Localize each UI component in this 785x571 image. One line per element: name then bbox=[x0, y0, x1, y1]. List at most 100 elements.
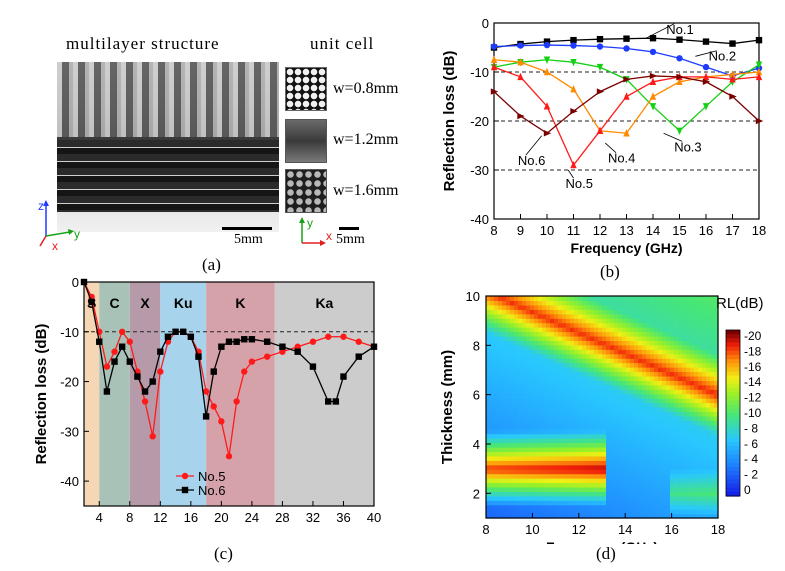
heatmap-cell bbox=[590, 491, 595, 497]
heatmap-cell bbox=[558, 451, 563, 457]
heatmap-cell bbox=[578, 344, 583, 350]
heatmap-cell bbox=[574, 384, 579, 390]
heatmap-cell bbox=[654, 429, 659, 435]
heatmap-cell bbox=[598, 513, 603, 519]
heatmap-cell bbox=[554, 313, 559, 319]
heatmap-cell bbox=[522, 322, 527, 328]
heatmap-cell bbox=[630, 300, 635, 306]
heatmap-cell bbox=[650, 415, 655, 421]
heatmap-cell bbox=[678, 411, 683, 417]
heatmap-cell bbox=[578, 367, 583, 373]
heatmap-cell bbox=[598, 304, 603, 310]
heatmap-cell bbox=[610, 327, 615, 333]
heatmap-cell bbox=[490, 375, 495, 381]
data-point-no4 bbox=[517, 58, 524, 66]
heatmap-cell bbox=[566, 469, 571, 475]
x-tick-label: 40 bbox=[367, 510, 381, 525]
heatmap-cell bbox=[578, 509, 583, 515]
colorbar-segment bbox=[726, 350, 740, 356]
heatmap-cell bbox=[546, 442, 551, 448]
colorbar-tick-label: -20 bbox=[744, 329, 762, 343]
colorbar-tick-label: -18 bbox=[744, 344, 762, 358]
heatmap-cell bbox=[694, 415, 699, 421]
heatmap-cell bbox=[626, 349, 631, 355]
heatmap-cell bbox=[602, 331, 607, 337]
heatmap-cell bbox=[634, 442, 639, 448]
heatmap-cell bbox=[646, 429, 651, 435]
colorbar-segment bbox=[726, 396, 740, 402]
heatmap-cell bbox=[694, 353, 699, 359]
heatmap-cell bbox=[630, 495, 635, 501]
heatmap-cell bbox=[490, 451, 495, 457]
heatmap-cell bbox=[642, 513, 647, 519]
heatmap-cell bbox=[518, 327, 523, 333]
heatmap-cell bbox=[630, 482, 635, 488]
heatmap-cell bbox=[702, 433, 707, 439]
heatmap-cell bbox=[530, 482, 535, 488]
heatmap-cell bbox=[678, 469, 683, 475]
heatmap-cell bbox=[530, 384, 535, 390]
heatmap-cell bbox=[674, 451, 679, 457]
heatmap-cell bbox=[610, 482, 615, 488]
heatmap-cell bbox=[666, 304, 671, 310]
heatmap-cell bbox=[634, 500, 639, 506]
heatmap-cell bbox=[674, 442, 679, 448]
heatmap-cell bbox=[490, 371, 495, 377]
heatmap-cell bbox=[550, 402, 555, 408]
heatmap-cell bbox=[490, 438, 495, 444]
colorbar-segment bbox=[726, 367, 740, 373]
heatmap-cell bbox=[634, 495, 639, 501]
heatmap-cell bbox=[678, 402, 683, 408]
heatmap-cell bbox=[702, 300, 707, 306]
heatmap-cell bbox=[574, 446, 579, 452]
heatmap-cell bbox=[494, 296, 499, 302]
heatmap-cell bbox=[594, 362, 599, 368]
heatmap-cell bbox=[578, 495, 583, 501]
heatmap-cell bbox=[550, 313, 555, 319]
heatmap-cell bbox=[562, 491, 567, 497]
heatmap-cell bbox=[670, 473, 675, 479]
heatmap-cell bbox=[562, 371, 567, 377]
heatmap-cell bbox=[494, 407, 499, 413]
heatmap-cell bbox=[538, 482, 543, 488]
heatmap-cell bbox=[526, 309, 531, 315]
heatmap-cell bbox=[506, 424, 511, 430]
heatmap-cell bbox=[638, 446, 643, 452]
heatmap-cell bbox=[602, 469, 607, 475]
heatmap-cell bbox=[610, 491, 615, 497]
heatmap-cell bbox=[626, 446, 631, 452]
heatmap-cell bbox=[618, 504, 623, 510]
heatmap-cell bbox=[486, 407, 491, 413]
heatmap-cell bbox=[586, 398, 591, 404]
heatmap-cell bbox=[498, 482, 503, 488]
heatmap-cell bbox=[654, 442, 659, 448]
heatmap-cell bbox=[574, 375, 579, 381]
heatmap-cell bbox=[698, 371, 703, 377]
heatmap-cell bbox=[694, 473, 699, 479]
heatmap-cell bbox=[610, 500, 615, 506]
heatmap-cell bbox=[526, 491, 531, 497]
heatmap-cell bbox=[674, 389, 679, 395]
heatmap-cell bbox=[562, 344, 567, 350]
heatmap-cell bbox=[574, 438, 579, 444]
heatmap-cell bbox=[714, 407, 719, 413]
z-arrowhead bbox=[43, 200, 49, 206]
heatmap-cell bbox=[518, 446, 523, 452]
heatmap-cell bbox=[590, 309, 595, 315]
heatmap-cell bbox=[678, 451, 683, 457]
heatmap-cell bbox=[602, 375, 607, 381]
heatmap-cell bbox=[522, 375, 527, 381]
heatmap-cell bbox=[630, 362, 635, 368]
heatmap-cell bbox=[510, 486, 515, 492]
heatmap-cell bbox=[634, 380, 639, 386]
heatmap-cell bbox=[574, 331, 579, 337]
heatmap-cell bbox=[714, 304, 719, 310]
heatmap-cell bbox=[614, 375, 619, 381]
heatmap-cell bbox=[602, 322, 607, 328]
heatmap-cell bbox=[706, 389, 711, 395]
heatmap-cell bbox=[622, 327, 627, 333]
heatmap-cell bbox=[622, 482, 627, 488]
heatmap-cell bbox=[586, 371, 591, 377]
heatmap-cell bbox=[502, 460, 507, 466]
heatmap-cell bbox=[554, 309, 559, 315]
